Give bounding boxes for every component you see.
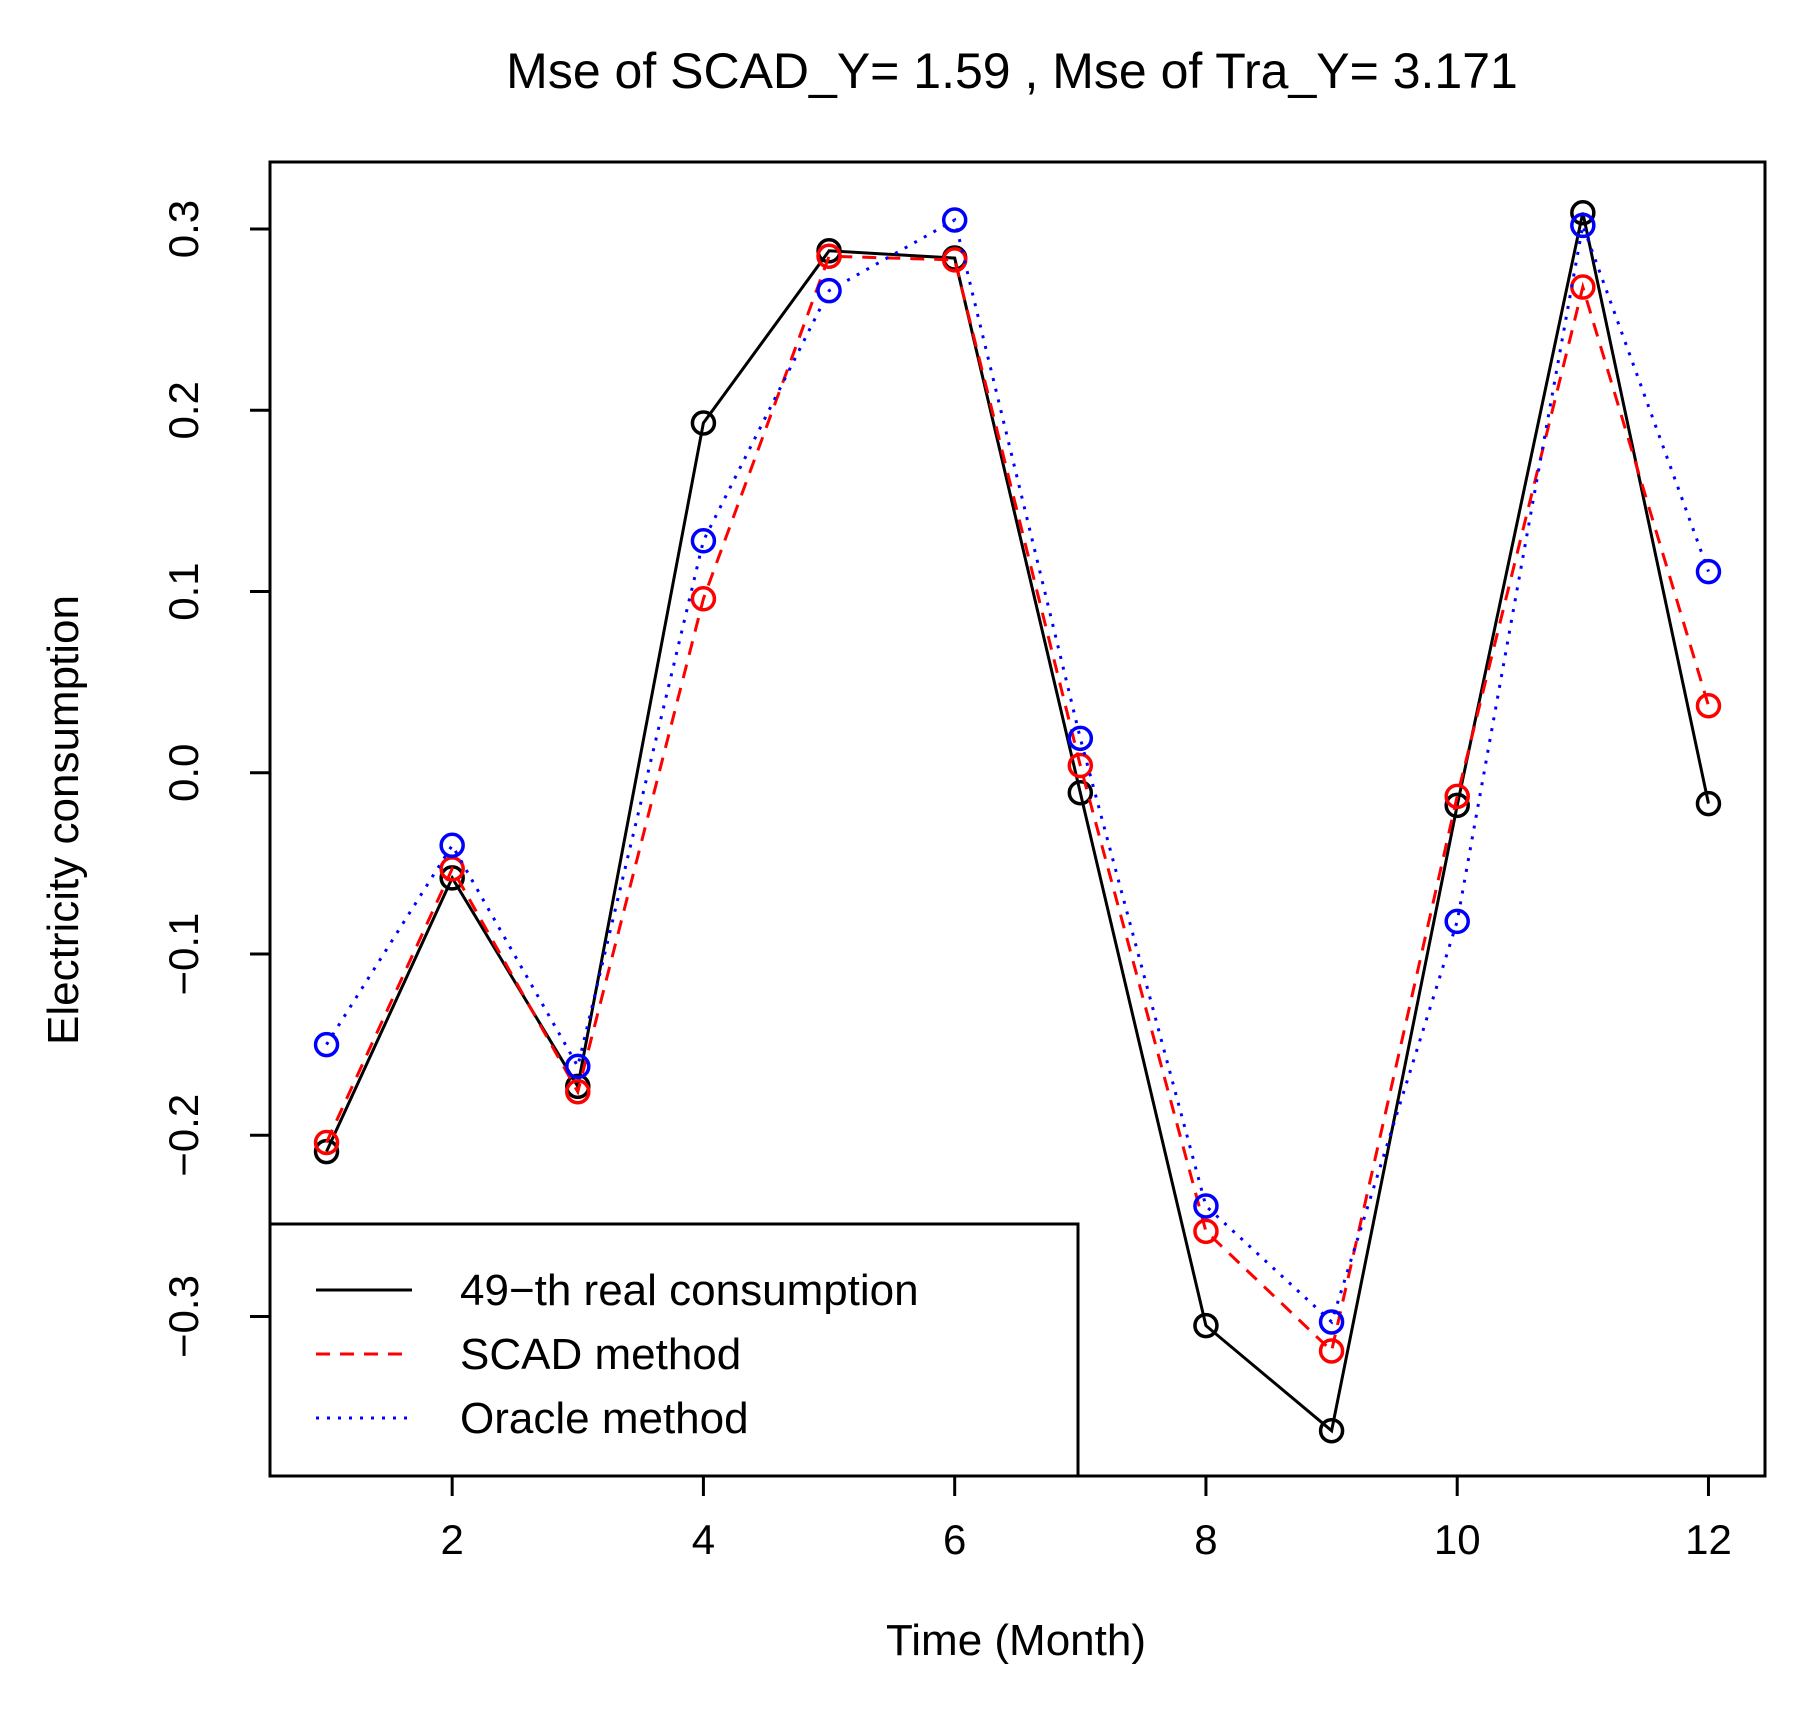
x-tick-label: 8	[1194, 1516, 1217, 1563]
data-point	[1193, 1218, 1219, 1245]
y-tick-label: −0.1	[160, 913, 207, 996]
data-point	[1695, 558, 1722, 585]
series-line	[325, 217, 1710, 1325]
series-2	[313, 243, 1722, 1364]
x-tick-label: 6	[943, 1516, 966, 1563]
data-point	[816, 243, 842, 269]
data-point	[941, 207, 968, 233]
x-axis-ticks: 2 4 6 8 10 12	[440, 1476, 1732, 1563]
y-axis-ticks: −0.3 −0.2 −0.1 0.0 0.1 0.2 0.3	[160, 200, 270, 1358]
data-point	[690, 410, 717, 436]
data-point	[1067, 725, 1094, 752]
y-axis-label: Electricity consumption	[39, 595, 88, 1045]
legend-label: SCAD method	[460, 1330, 741, 1379]
data-point	[690, 528, 717, 554]
data-point	[565, 1079, 591, 1105]
data-point	[1444, 792, 1470, 819]
series-layer	[313, 199, 1722, 1444]
chart-title: Mse of SCAD_Y= 1.59 , Mse of Tra_Y= 3.17…	[506, 43, 1518, 99]
x-tick-label: 2	[440, 1516, 463, 1563]
x-tick-label: 12	[1685, 1516, 1732, 1563]
series-3	[313, 207, 1722, 1335]
data-point	[1318, 1338, 1345, 1364]
data-point	[313, 1129, 340, 1156]
data-point	[1695, 692, 1722, 719]
legend-items: 49−th real consumption SCAD method Oracle …	[316, 1266, 919, 1443]
y-tick-label: 0.0	[160, 744, 207, 802]
data-point	[1193, 1312, 1219, 1339]
legend: 49−th real consumption SCAD method Oracle …	[268, 1222, 1080, 1478]
data-point	[1067, 779, 1094, 806]
legend-box	[268, 1222, 1080, 1478]
data-point	[439, 832, 465, 859]
legend-label: Oracle method	[460, 1394, 749, 1443]
data-point	[941, 247, 968, 273]
series-line	[325, 254, 1710, 1354]
x-tick-label: 10	[1434, 1516, 1481, 1563]
data-point	[313, 1031, 340, 1058]
x-tick-label: 4	[692, 1516, 715, 1563]
y-tick-label: 0.2	[160, 381, 207, 439]
y-tick-label: 0.1	[160, 562, 207, 620]
data-point	[816, 277, 842, 304]
data-point	[1067, 752, 1094, 779]
data-point	[565, 1053, 591, 1080]
y-tick-label: −0.3	[160, 1275, 207, 1358]
data-point	[1570, 199, 1596, 226]
data-point	[1318, 1309, 1345, 1335]
legend-label: 49−th real consumption	[460, 1266, 919, 1315]
data-point	[1570, 212, 1596, 239]
data-point	[1695, 790, 1722, 817]
y-tick-label: 0.3	[160, 200, 207, 258]
data-point	[1444, 908, 1470, 935]
x-axis-label: Time (Month)	[886, 1616, 1146, 1665]
data-point	[1444, 783, 1470, 810]
data-point	[1193, 1193, 1219, 1219]
data-point	[690, 586, 717, 612]
data-point	[1318, 1417, 1345, 1444]
y-tick-label: −0.2	[160, 1094, 207, 1177]
